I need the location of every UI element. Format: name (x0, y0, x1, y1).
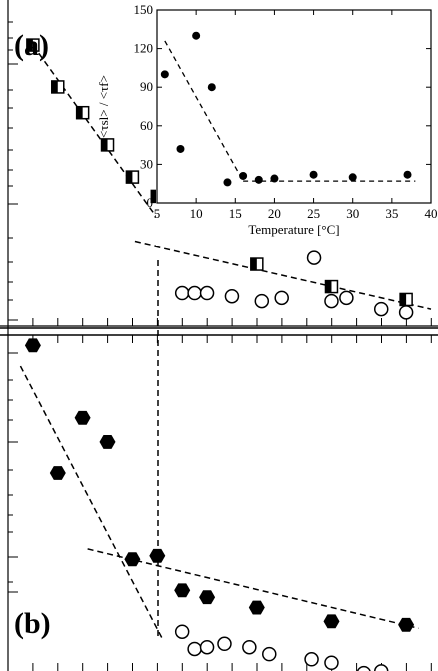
data-marks (24, 38, 415, 671)
filled-circle-marker (192, 31, 201, 40)
filled-hexagon-marker (398, 617, 415, 632)
open-circle-marker (199, 639, 215, 655)
inset-x-tick-label: 40 (425, 206, 438, 221)
inset-frame (156, 9, 432, 204)
half-filled-square-marker (51, 80, 65, 94)
fit-line (87, 548, 419, 629)
filled-hexagon-marker (49, 466, 66, 480)
inset-x-tick-label: 30 (346, 206, 359, 221)
inset-y-axis-title: <τsl> / <τf> (96, 75, 111, 138)
half-filled-square-marker (125, 170, 140, 184)
inset-y-tick-label: 60 (140, 118, 153, 133)
fit-lines (19, 44, 432, 640)
open-circle-marker (304, 652, 319, 667)
filled-circle-marker (223, 178, 232, 187)
open-circle-marker (187, 641, 202, 657)
open-circle-marker (274, 290, 289, 306)
open-circle-marker (174, 285, 190, 301)
filled-hexagon-marker (99, 435, 116, 449)
open-circle-marker (242, 639, 257, 655)
filled-circle-marker (176, 144, 185, 153)
half-filled-square-marker (399, 292, 413, 307)
fit-line (19, 365, 163, 639)
open-circle-marker (398, 305, 414, 320)
inset-y-tick-label: 0 (147, 195, 154, 210)
open-circle-marker (224, 288, 240, 304)
filled-hexagon-marker (323, 614, 340, 629)
open-circle-marker (254, 293, 270, 309)
open-circle-marker (187, 285, 202, 301)
filled-hexagon-marker (74, 410, 91, 425)
inset-y-tick-label: 120 (134, 41, 154, 56)
filled-hexagon-marker (174, 583, 191, 598)
filled-hexagon-marker (24, 338, 41, 353)
open-circle-marker (217, 636, 232, 652)
filled-circle-marker (270, 174, 279, 183)
filled-circle-marker (309, 170, 318, 179)
inset-x-axis-title: Temperature [°C] (248, 222, 339, 237)
half-filled-square-marker (250, 257, 264, 271)
filled-hexagon-marker (124, 552, 141, 567)
half-filled-square-marker (75, 105, 90, 120)
filled-hexagon-marker (149, 548, 166, 563)
open-circle-marker (262, 646, 277, 662)
fit-line (32, 44, 166, 230)
filled-circle-marker (403, 170, 412, 179)
open-circle-marker (356, 665, 371, 671)
open-circle-marker (174, 624, 190, 639)
inset-x-tick-label: 10 (190, 206, 203, 221)
filled-circle-marker (254, 175, 263, 184)
panel-label-b: (b) (14, 607, 51, 640)
open-circle-marker (324, 293, 339, 309)
filled-circle-marker (207, 83, 216, 92)
inset-background (156, 0, 435, 246)
inset-x-tick-label: 20 (268, 206, 281, 221)
filled-circle-marker (160, 70, 169, 79)
open-circle-marker (199, 285, 215, 301)
inset-x-tick-label: 15 (229, 206, 242, 221)
inset-x-tick-label: 5 (154, 206, 161, 221)
filled-circle-marker (348, 173, 357, 182)
inset-x-tick-label: 25 (307, 206, 320, 221)
open-circle-marker (324, 655, 339, 670)
inset-y-tick-label: 150 (134, 2, 154, 17)
open-circle-marker (339, 290, 354, 306)
inset-y-tick-label: 30 (140, 156, 153, 171)
filled-circle-marker (239, 171, 248, 180)
half-filled-square-marker (324, 279, 339, 294)
inset-x-tick-label: 35 (385, 206, 398, 221)
fit-line (134, 240, 432, 310)
open-circle-marker (373, 664, 389, 671)
filled-hexagon-marker (248, 600, 265, 615)
open-circle-marker (306, 250, 322, 265)
panel-label-a: (a) (14, 29, 49, 62)
inset-chart: 5 10 15 20 25 30 35 40 0 30 60 90 120 150 Temperature … (96, 0, 438, 246)
open-circle-marker (373, 301, 389, 317)
half-filled-square-marker (100, 138, 115, 152)
half-filled-square-marker (26, 38, 40, 52)
inset-y-tick-label: 90 (140, 79, 153, 94)
filled-hexagon-marker (199, 590, 216, 605)
